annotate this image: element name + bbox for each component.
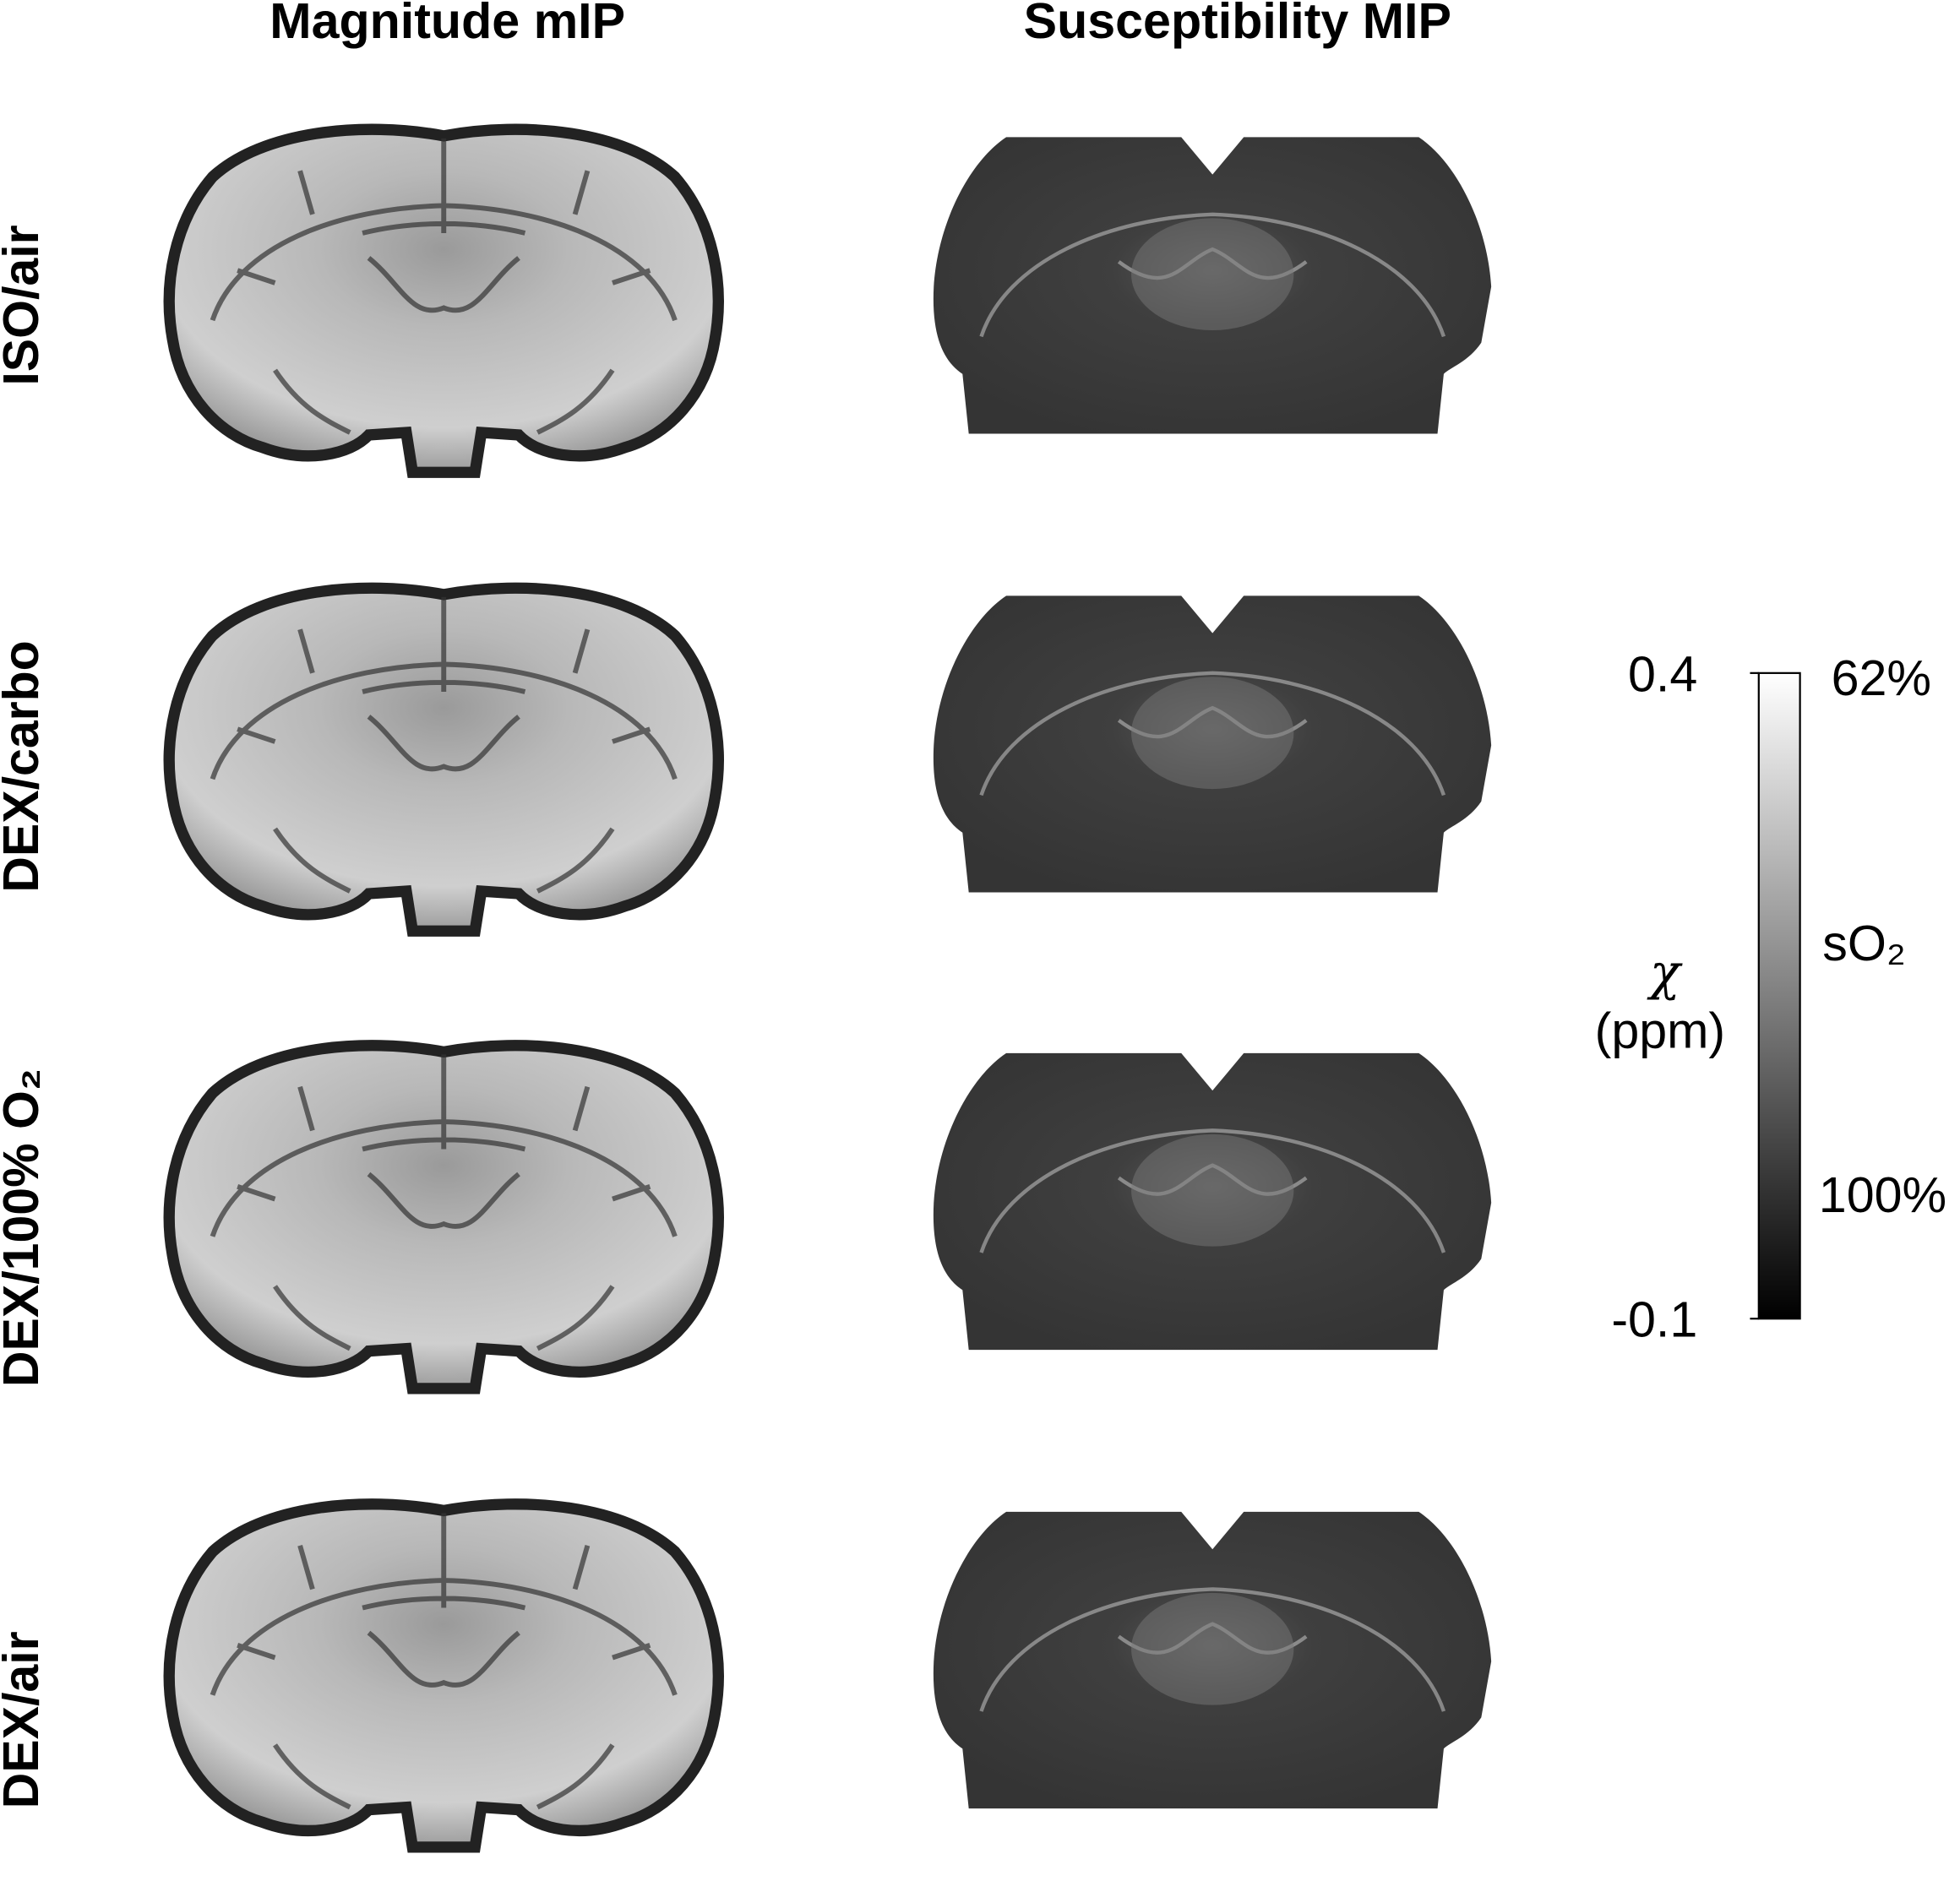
magnitude-image <box>169 129 718 472</box>
colorbar-secondary-label: sO₂ <box>1822 915 1906 971</box>
column-title: Magnitude mIP <box>270 0 625 49</box>
magnitude-image <box>169 1504 718 1847</box>
colorbar-unit: (ppm) <box>1595 1002 1726 1058</box>
susceptibility-image <box>934 1053 1491 1350</box>
colorbar-secondary-label: 62% <box>1832 650 1931 706</box>
colorbar-tick-label: -0.1 <box>1611 1291 1697 1348</box>
susceptibility-image <box>934 1512 1491 1808</box>
colorbar-tick-label: 0.4 <box>1628 645 1697 702</box>
colorbar-secondary-label: 100% <box>1819 1166 1946 1223</box>
magnitude-image <box>169 588 718 931</box>
colorbar <box>1757 671 1801 1320</box>
susceptibility-image <box>934 137 1491 433</box>
column-title: Susceptibility MIP <box>1024 0 1451 49</box>
colorbar-symbol: χ <box>1647 943 1683 1001</box>
row-label: DEX/100% O₂ <box>0 1068 49 1387</box>
row-label: DEX/carbo <box>0 640 49 892</box>
magnitude-image <box>169 1046 718 1389</box>
row-label: ISO/air <box>0 225 49 385</box>
susceptibility-image <box>934 595 1491 892</box>
row-label: DEX/air <box>0 1631 49 1808</box>
